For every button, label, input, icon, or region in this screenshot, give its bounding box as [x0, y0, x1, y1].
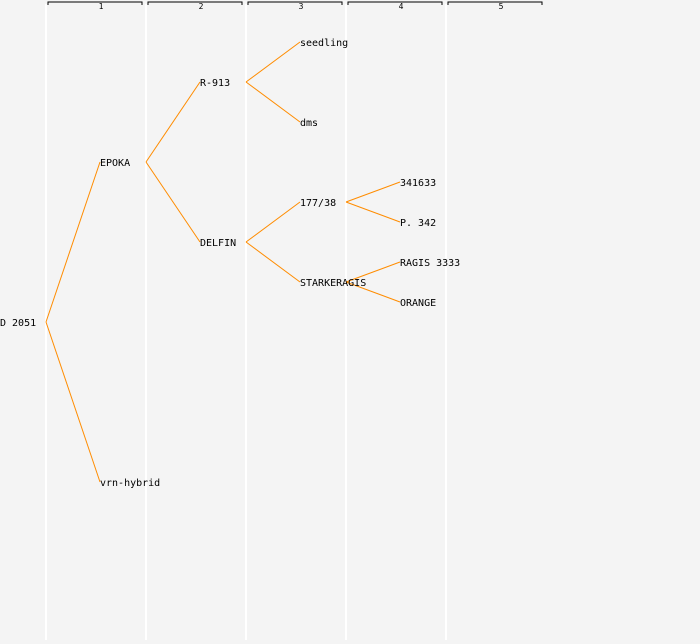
pedigree-node-label[interactable]: seedling: [300, 38, 348, 49]
pedigree-node-label[interactable]: 341633: [400, 178, 436, 189]
tree-edge: [345, 281, 401, 303]
tree-edge: [245, 41, 301, 83]
tree-edge: [245, 241, 301, 283]
tree-nodes: D 2051 EPOKA R-913 seedling dms DELFIN 177/38 3…: [0, 38, 460, 489]
column-header-bracket: [47, 1, 143, 5]
pedigree-node-label[interactable]: DELFIN: [200, 238, 236, 249]
pedigree-node-label[interactable]: 177/38: [300, 198, 336, 209]
tree-edge: [245, 81, 301, 123]
pedigree-node-label[interactable]: dms: [300, 118, 318, 129]
column-number: 1: [99, 2, 104, 11]
tree-edge: [45, 161, 101, 323]
column-number: 3: [299, 2, 304, 11]
column-separators: [45, 4, 447, 640]
column-number: 4: [399, 2, 404, 11]
tree-edge: [145, 81, 201, 163]
tree-edge: [345, 261, 401, 283]
column-header-bracket: [347, 1, 443, 5]
column-number: 2: [199, 2, 204, 11]
column-header-bracket: [247, 1, 343, 5]
tree-edges: [45, 41, 401, 483]
tree-edge: [145, 161, 201, 243]
pedigree-node-label[interactable]: D 2051: [0, 318, 36, 329]
pedigree-node-label[interactable]: vrn-hybrid: [100, 478, 160, 489]
pedigree-node-label[interactable]: P. 342: [400, 218, 436, 229]
pedigree-node-label[interactable]: STARKERAGIS: [300, 278, 366, 289]
pedigree-node-label[interactable]: R-913: [200, 78, 230, 89]
tree-edge: [245, 201, 301, 243]
column-number: 5: [499, 2, 504, 11]
pedigree-node-label[interactable]: EPOKA: [100, 158, 130, 169]
column-header-bracket: [447, 1, 543, 5]
tree-edge: [345, 201, 401, 223]
tree-edge: [345, 181, 401, 203]
column-headers: 1 2 3 4 5: [47, 1, 543, 11]
column-header-bracket: [147, 1, 243, 5]
tree-edge: [45, 321, 101, 483]
pedigree-node-label[interactable]: RAGIS 3333: [400, 258, 460, 269]
pedigree-node-label[interactable]: ORANGE: [400, 298, 436, 309]
